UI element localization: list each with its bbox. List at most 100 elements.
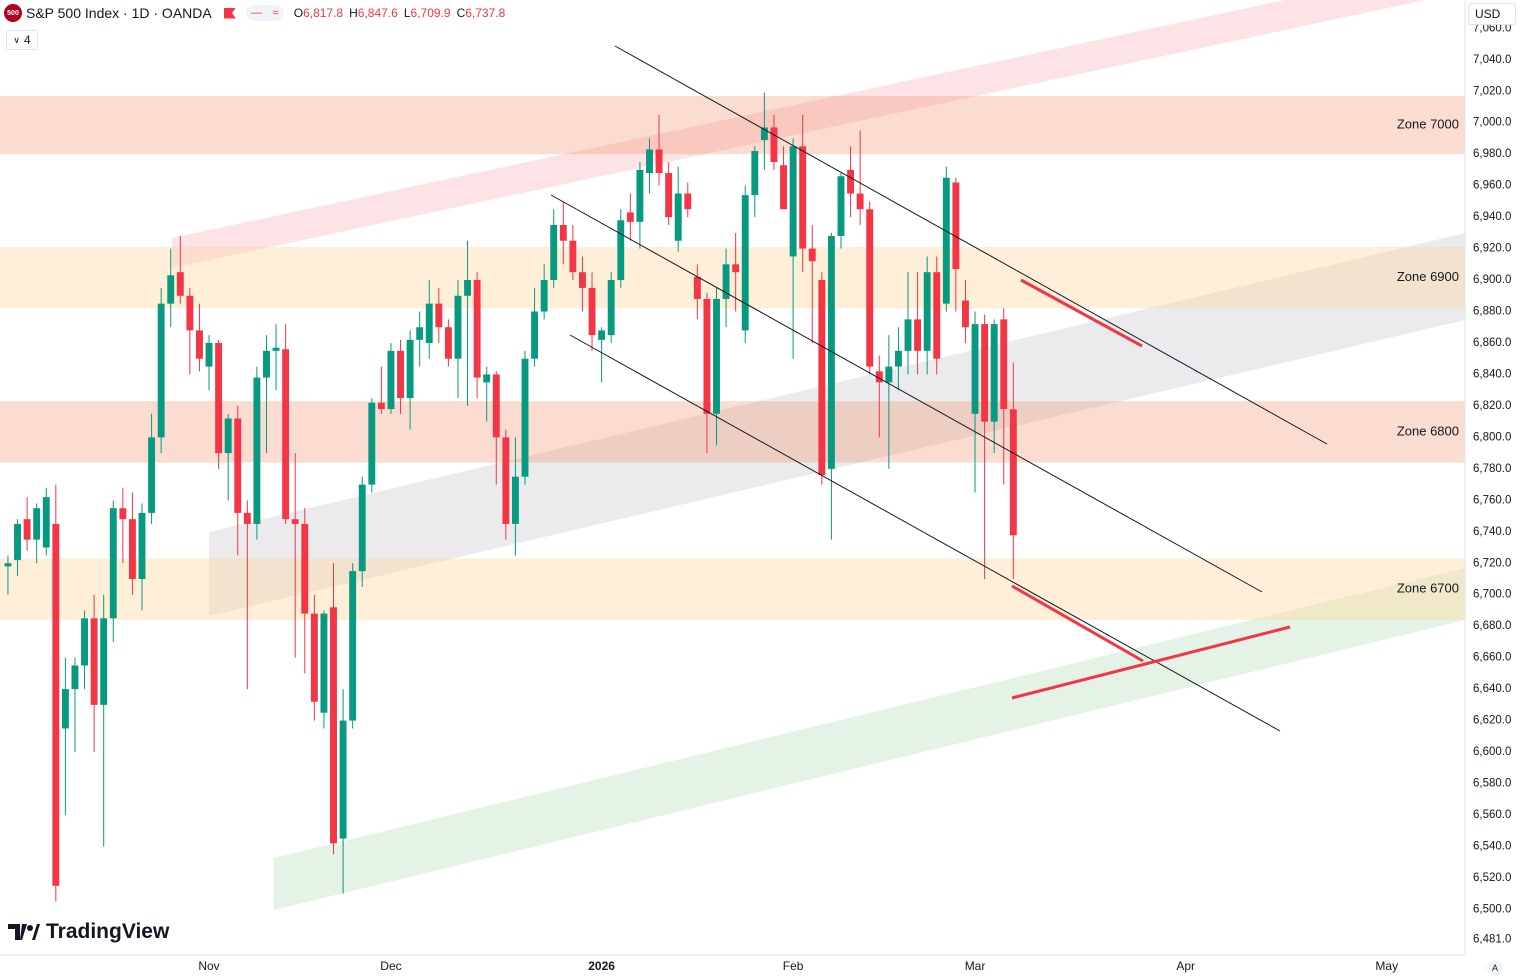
zone-label: Zone 6900 xyxy=(1397,269,1459,284)
candle-body xyxy=(655,149,663,174)
candle-body xyxy=(942,177,950,304)
candle-body xyxy=(444,327,452,359)
candle-body xyxy=(502,437,510,524)
flag[interactable] xyxy=(223,7,236,19)
y-tick-label: 6,760.0 xyxy=(1473,494,1511,506)
candle-body xyxy=(962,300,969,328)
candle-body xyxy=(14,523,21,561)
y-tick-label: 6,960.0 xyxy=(1473,180,1511,192)
ohlc-item: O6,817.8 xyxy=(294,6,343,20)
ohlc-item: L6,709.9 xyxy=(404,6,451,20)
candle-body xyxy=(243,512,251,524)
y-tick-label: 6,580.0 xyxy=(1473,778,1511,790)
zone-label: Zone 6800 xyxy=(1397,423,1459,438)
candle-body xyxy=(349,571,357,721)
candle-body xyxy=(176,272,184,296)
candle-body xyxy=(454,295,462,359)
candle-body xyxy=(301,523,309,614)
candle-body xyxy=(90,618,98,705)
candle-body xyxy=(875,371,883,383)
candle-body xyxy=(492,374,500,438)
auto-scale[interactable]: A xyxy=(1487,960,1503,976)
ohlc-key: C xyxy=(456,6,466,20)
y-tick-label: 7,060.0 xyxy=(1473,22,1511,34)
symbol-logo: 500 xyxy=(4,4,22,22)
x-tick-label: May xyxy=(1375,959,1398,973)
x-tick-label: Dec xyxy=(380,959,401,973)
candle-body xyxy=(473,280,481,378)
candle-body xyxy=(550,224,558,281)
y-tick-label: 6,840.0 xyxy=(1473,368,1511,380)
candle-body xyxy=(81,618,88,666)
candles xyxy=(4,92,1017,902)
ohlc-value: 6,847.6 xyxy=(357,6,398,20)
y-tick-label: 6,940.0 xyxy=(1473,211,1511,223)
zone-label: Zone 7000 xyxy=(1397,117,1459,132)
candle-body xyxy=(741,195,749,331)
candle-body xyxy=(684,193,692,210)
candle-body xyxy=(224,418,232,454)
candle-body xyxy=(847,169,855,194)
candle-body xyxy=(128,519,136,579)
candle-body xyxy=(253,377,261,524)
candle-body xyxy=(780,165,787,210)
projection-line xyxy=(1020,278,1143,348)
candle-body xyxy=(100,618,108,705)
candle-body xyxy=(425,303,433,343)
symbol-title[interactable]: S&P 500 Index · 1D · OANDA xyxy=(26,5,212,21)
candle-body xyxy=(990,324,998,422)
candle-body xyxy=(540,280,548,312)
candle-body xyxy=(531,311,539,359)
axes: 6,481.0 6,500.0 6,520.0 6,540.0 6,560.0 6,580… xyxy=(198,22,1511,973)
candle-body xyxy=(732,264,740,273)
candle-body xyxy=(61,689,69,729)
candle-body xyxy=(770,127,778,163)
y-tick-label: 6,980.0 xyxy=(1473,148,1511,160)
candle-body xyxy=(588,287,596,336)
candle-body xyxy=(377,402,385,410)
candle-body xyxy=(263,350,270,378)
indicator-count: 4 xyxy=(23,33,31,47)
status-pill[interactable]: — ≈ xyxy=(245,5,284,21)
y-tick-label: 7,040.0 xyxy=(1473,54,1511,66)
candle-body xyxy=(339,720,347,839)
y-tick-label: 6,860.0 xyxy=(1473,337,1511,349)
currency-button[interactable]: USD xyxy=(1468,3,1516,25)
brand: TradingView xyxy=(8,920,169,944)
zone-band xyxy=(0,247,1465,309)
legend: 500 S&P 500 Index · 1D · OANDA — ≈ O6,817… xyxy=(4,4,511,22)
candle-body xyxy=(119,508,127,520)
candle-body xyxy=(866,209,874,367)
drawings-back xyxy=(172,0,1465,910)
candle-body xyxy=(521,358,529,477)
candle-body xyxy=(607,280,615,336)
candle-body xyxy=(52,523,60,886)
candle-body xyxy=(196,330,203,359)
candle-body xyxy=(827,235,835,469)
candle-body xyxy=(617,220,625,281)
candle-body xyxy=(713,298,720,414)
candle-body xyxy=(894,350,902,367)
x-tick-label: Nov xyxy=(198,959,219,973)
candle-body xyxy=(71,665,79,690)
candle-body xyxy=(186,295,194,331)
y-tick-label: 6,740.0 xyxy=(1473,526,1511,538)
candle-body xyxy=(636,169,644,222)
candle-body xyxy=(904,319,912,351)
candle-body xyxy=(818,280,826,476)
y-tick-label: 6,520.0 xyxy=(1473,872,1511,884)
ohlc-value: 6,709.9 xyxy=(410,6,451,20)
candle-body xyxy=(579,272,586,288)
indicators-toggle[interactable]: ∨ 4 xyxy=(6,30,38,50)
brand-logo xyxy=(8,924,40,940)
ohlc-value: 6,737.8 xyxy=(465,6,506,20)
y-tick-label: 7,020.0 xyxy=(1473,85,1511,97)
candle-body xyxy=(148,437,156,513)
zone-label: Zone 6700 xyxy=(1397,581,1459,596)
candle-body xyxy=(368,402,376,485)
candle-body xyxy=(789,146,797,257)
candle-body xyxy=(42,497,50,548)
y-tick-label: 6,500.0 xyxy=(1473,903,1511,915)
